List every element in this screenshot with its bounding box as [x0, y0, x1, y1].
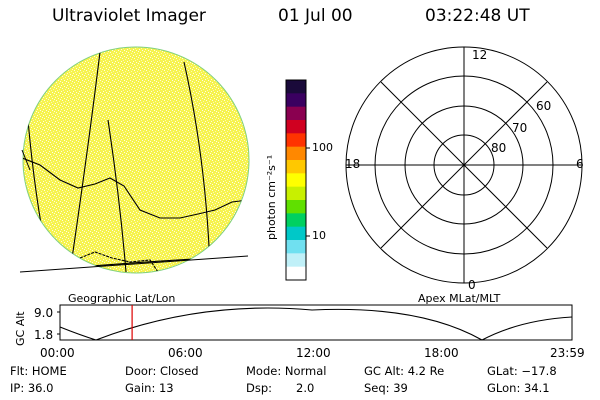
status-door: Door: Closed: [125, 364, 199, 378]
right-polar-caption: Apex MLat/MLT: [418, 292, 501, 305]
earth-disk-image: [19, 46, 250, 274]
altitude-xtick: 18:00: [424, 346, 459, 360]
left-map-caption: Geographic Lat/Lon: [68, 292, 175, 305]
altitude-xtick: 06:00: [168, 346, 203, 360]
colorbar-segment: [286, 226, 306, 241]
colorbar-segment: [286, 160, 306, 174]
observation-time: 03:22:48 UT: [425, 6, 530, 26]
colorbar-segment: [286, 240, 306, 254]
colorbar-segment: [286, 266, 306, 281]
colorbar-tick-100: 100: [312, 141, 333, 154]
mlt-label-6: 6: [576, 157, 584, 171]
altitude-plot: [57, 304, 573, 341]
colorbar-segment: [286, 93, 306, 108]
status-ip: IP: 36.0: [10, 381, 54, 395]
mlt-label-0: 0: [468, 278, 476, 292]
colorbar-segment: [286, 186, 306, 201]
status-flt: Flt: HOME: [10, 364, 67, 378]
altitude-ylabel: GC Alt: [14, 311, 27, 346]
altitude-ytick: 1.8: [34, 328, 53, 342]
status-gc-alt: GC Alt: 4.2 Re: [364, 364, 445, 378]
status-dsp-value: 2.0: [296, 381, 315, 395]
colorbar-segment: [286, 146, 306, 161]
colorbar-unit-label: photon cm⁻²s⁻¹: [265, 154, 278, 240]
polar-grid: [345, 46, 583, 284]
colorbar-segment: [286, 133, 306, 148]
status-gain: Gain: 13: [125, 381, 174, 395]
status-mode: Mode: Normal: [246, 364, 327, 378]
longitude-line: [107, 119, 127, 273]
colorbar-segment: [286, 213, 306, 228]
colorbar-segment: [286, 253, 306, 268]
mlat-label-70: 70: [512, 121, 527, 135]
colorbar-segment: [286, 200, 306, 214]
observation-date: 01 Jul 00: [278, 6, 353, 26]
altitude-curve: [59, 307, 573, 341]
altitude-ytick: 9.0: [34, 306, 53, 320]
status-glat: GLat: −17.8: [487, 364, 557, 378]
longitude-line: [183, 61, 211, 269]
colorbar-segment: [286, 80, 306, 94]
status-dsp-label: Dsp:: [246, 381, 273, 395]
coastline: [79, 251, 161, 273]
colorbar-segment: [286, 173, 306, 188]
colorbar-tick-10: 10: [312, 229, 326, 242]
status-glon: GLon: 34.1: [487, 381, 550, 395]
altitude-xtick: 12:00: [296, 346, 331, 360]
colorbar-segment: [286, 120, 306, 134]
altitude-xtick: 00:00: [40, 346, 75, 360]
coastline: [23, 157, 249, 219]
altitude-xtick: 23:59: [550, 346, 585, 360]
colorbar: [285, 79, 310, 281]
mlat-label-80: 80: [491, 141, 506, 155]
mlt-label-18: 18: [345, 157, 360, 171]
status-seq: Seq: 39: [364, 381, 408, 395]
longitude-line: [69, 51, 101, 273]
colorbar-border: [285, 79, 307, 281]
instrument-title: Ultraviolet Imager: [52, 6, 206, 26]
mlat-label-60: 60: [536, 99, 551, 113]
colorbar-segment: [286, 106, 306, 121]
mlt-label-12: 12: [472, 48, 487, 62]
